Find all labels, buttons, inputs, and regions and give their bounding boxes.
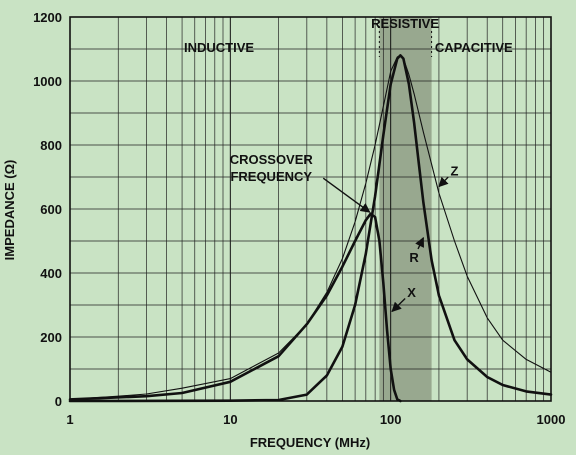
y-tick-label: 1000 (33, 74, 62, 89)
y-tick-label: 400 (40, 266, 62, 281)
x-tick-label: 100 (380, 412, 402, 427)
series-x-line (68, 212, 402, 403)
y-tick-label: 200 (40, 330, 62, 345)
annotation-crossover-line: FREQUENCY (230, 169, 312, 184)
series-lines (68, 54, 553, 403)
y-axis-label: IMPEDANCE (Ω) (2, 160, 17, 261)
region-labels: INDUCTIVE RESISTIVE CAPACITIVE (184, 16, 513, 57)
y-tick-label: 1200 (33, 10, 62, 25)
annotation-r-label: R (409, 250, 419, 265)
x-tick-label: 1 (66, 412, 73, 427)
region-label-inductive: INDUCTIVE (184, 40, 254, 55)
x-tick-label: 1000 (537, 412, 566, 427)
annotation-r-arrow (415, 236, 425, 250)
plot-frame (69, 16, 552, 402)
annotation-x-arrow (391, 298, 406, 313)
y-tick-label: 0 (55, 394, 62, 409)
annotation-crossover-line: CROSSOVER (230, 152, 314, 167)
region-label-resistive: RESISTIVE (371, 16, 439, 31)
annotation-x-label: X (407, 285, 416, 300)
x-tick-label: 10 (223, 412, 237, 427)
annotation-crossover-arrow (322, 177, 371, 213)
region-label-capacitive: CAPACITIVE (435, 40, 513, 55)
series-r-line (68, 54, 553, 403)
y-tick-labels: 0 200 400 600 800 1000 1200 (33, 10, 62, 409)
annotations: CROSSOVER FREQUENCY Z R X (230, 152, 458, 313)
x-tick-labels: 1 10 100 1000 (66, 412, 565, 427)
annotation-z-arrow (438, 176, 449, 188)
y-tick-label: 600 (40, 202, 62, 217)
grid (69, 16, 552, 402)
annotation-z-label: Z (450, 164, 458, 179)
x-axis-label: FREQUENCY (MHz) (250, 435, 370, 450)
y-tick-label: 800 (40, 138, 62, 153)
series-z-line (69, 54, 552, 400)
